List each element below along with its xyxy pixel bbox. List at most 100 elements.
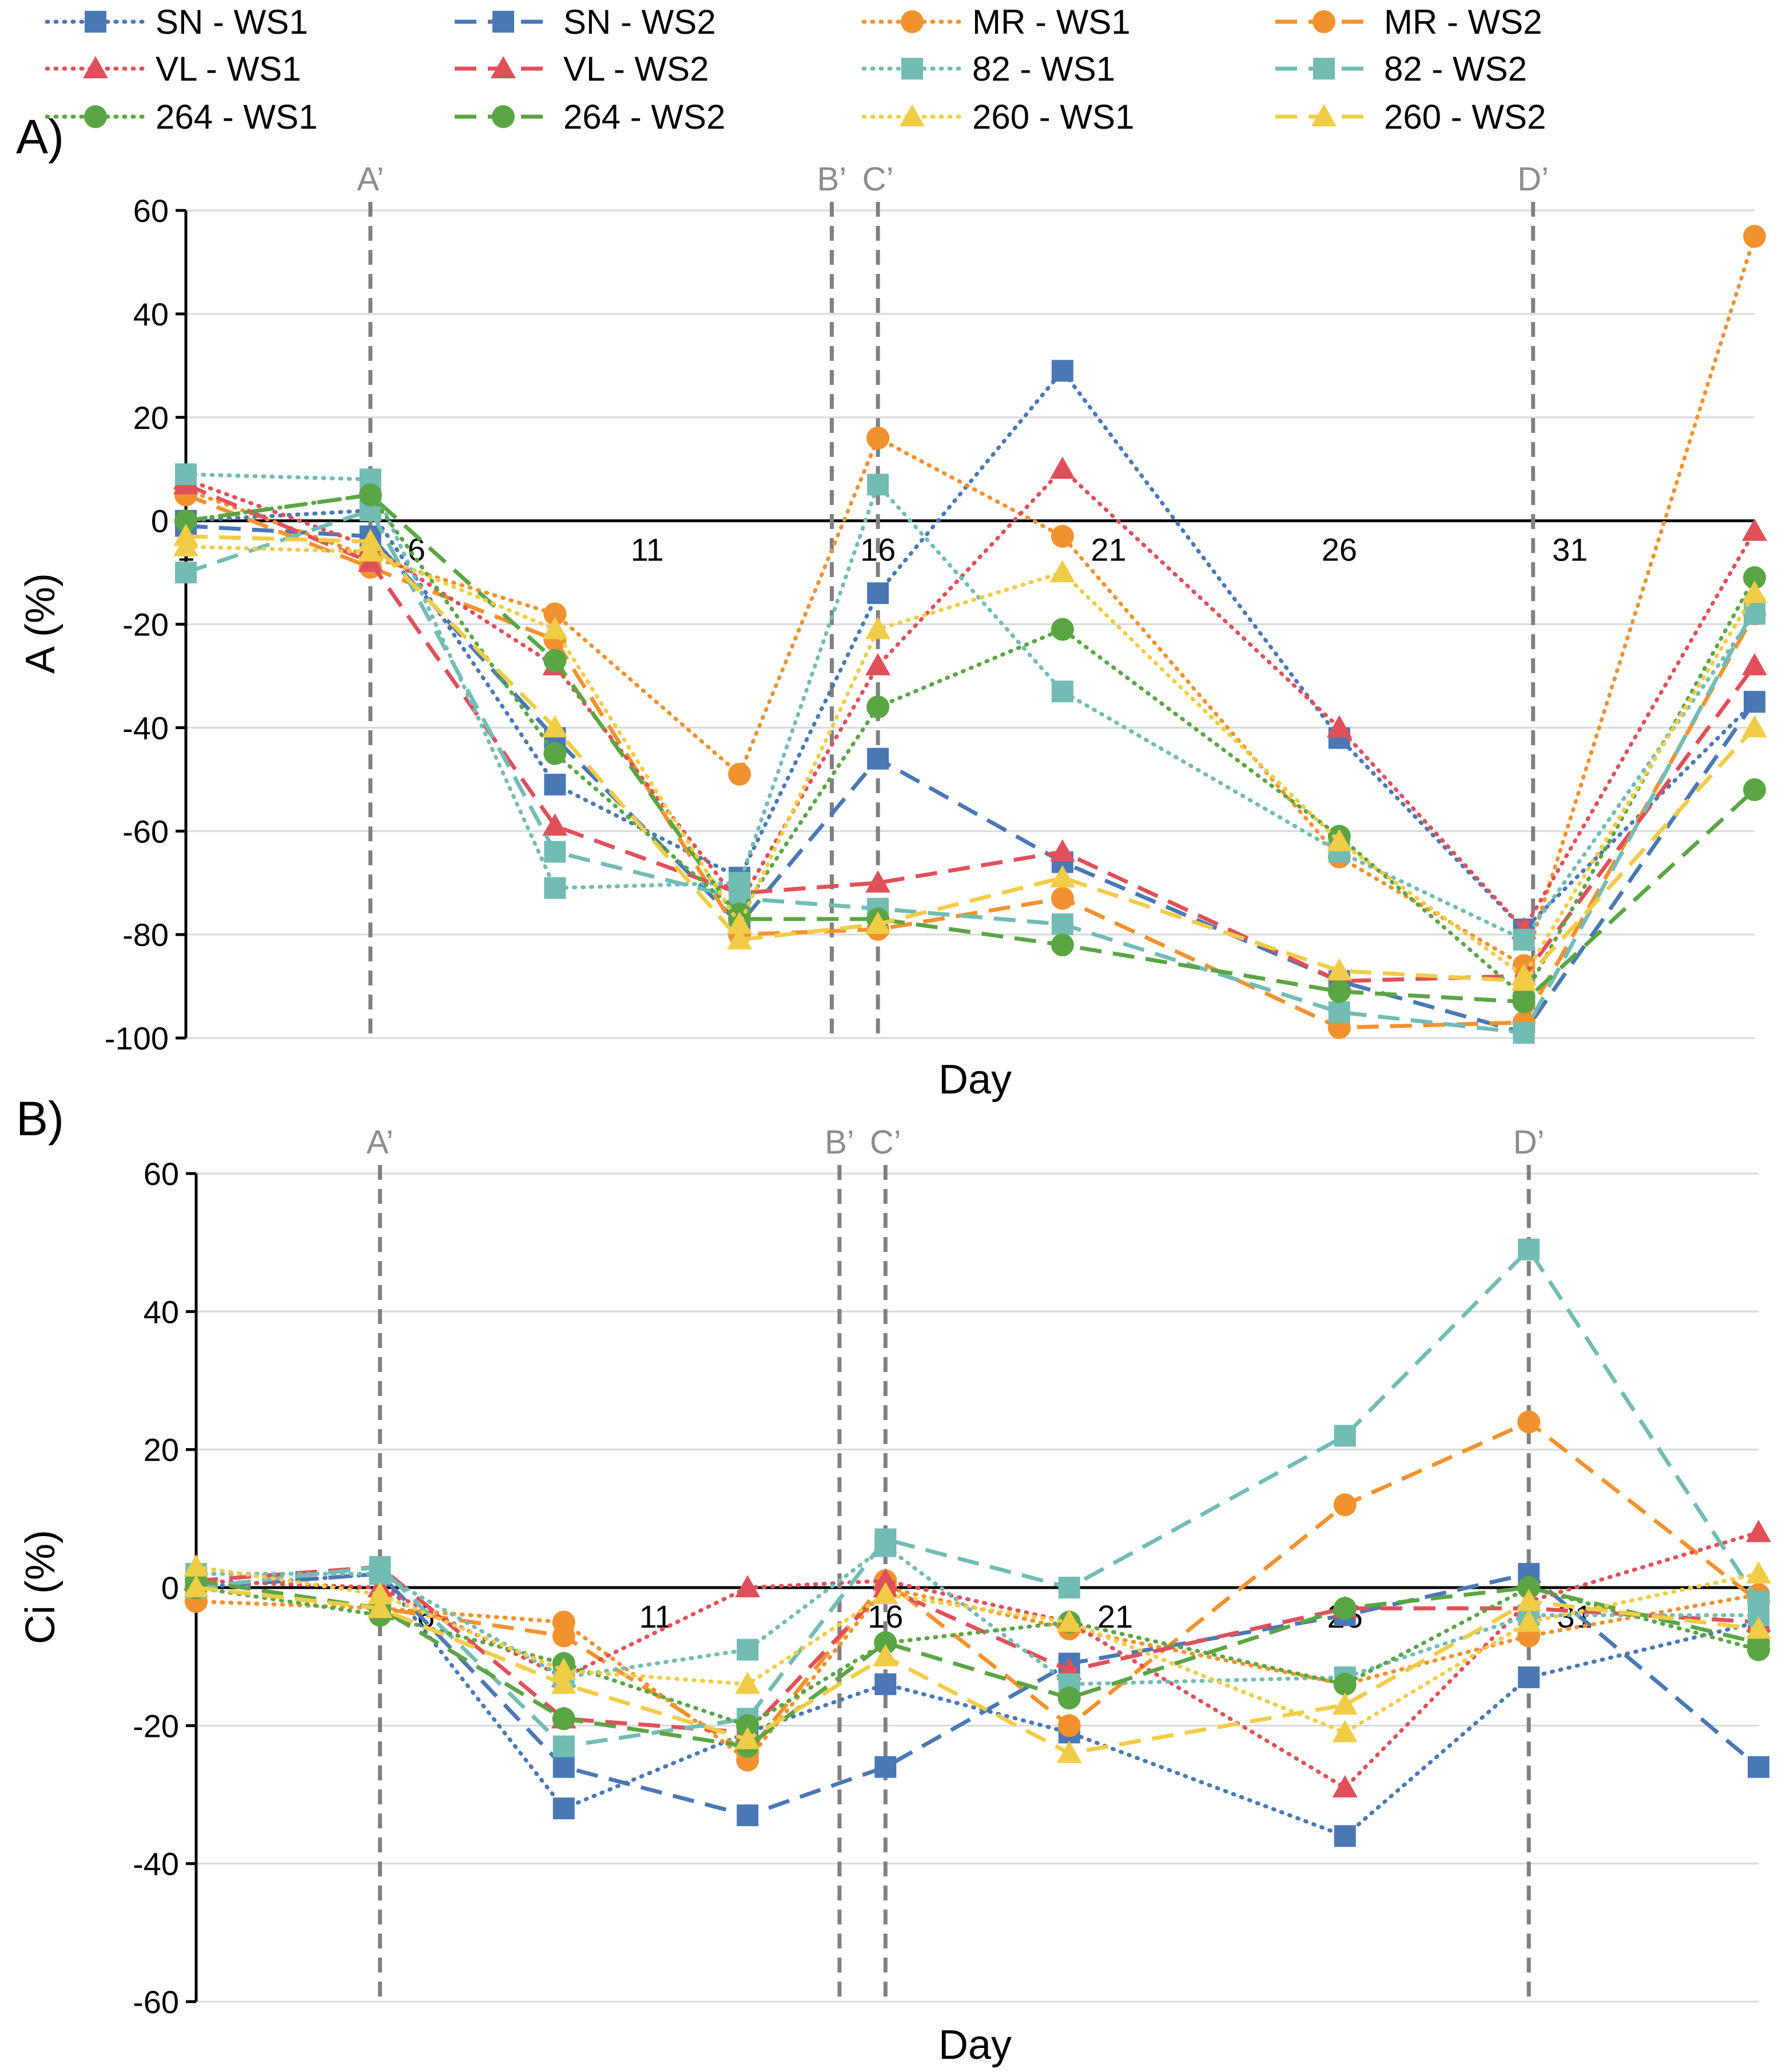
series-mr-ws1 [174,225,1766,977]
y-tick-label: -60 [122,813,169,849]
data-point [866,695,890,719]
data-point [1511,968,1537,991]
legend-label: 260 - WS1 [972,98,1134,136]
data-point [1518,1238,1540,1260]
data-point [543,602,567,626]
legend-label: SN - WS1 [156,3,308,41]
data-point [873,1644,898,1667]
legend-entry-mr-ws1: MR - WS1 [861,3,1131,41]
series-line [184,367,1757,933]
series-line [184,472,1757,942]
data-point [552,1797,575,1820]
legend-label: 82 - WS1 [972,50,1115,88]
legend-entry-vl-ws2: VL - WS2 [455,50,709,88]
x-axis-title: Day [938,1057,1012,1103]
data-point [367,1596,393,1618]
y-tick-label: -40 [133,1846,179,1882]
data-point [1743,778,1766,801]
legend-entry-260-ws2: 260 - WS2 [1275,98,1546,136]
data-point [1333,1597,1357,1620]
data-point [1051,524,1074,548]
series-line [196,1246,1760,1749]
y-tick-label: -80 [122,917,169,953]
data-point [552,1735,575,1757]
data-point [1748,1590,1769,1613]
series-line [194,1585,1761,1763]
data-point [1332,1720,1358,1743]
data-point [865,617,891,639]
data-point [728,762,751,786]
data-point [551,1671,576,1694]
legend-marker [83,56,108,78]
series-vl-ws1 [173,456,1767,940]
legend-marker [1313,58,1335,79]
series-260-ws2 [184,1575,1771,1763]
y-tick-label: 20 [144,1432,179,1468]
data-point [1516,1609,1542,1632]
y-tick-label: 40 [133,296,169,332]
data-point [867,747,889,770]
data-point [865,653,891,675]
legend-entry-82-ws2: 82 - WS2 [1275,50,1527,88]
data-point [874,1756,897,1778]
legend-label: VL - WS2 [563,50,709,88]
data-point [357,528,383,551]
data-point [874,1631,897,1655]
data-point [1051,913,1073,936]
x-axis-title: Day [938,2022,1012,2068]
data-point [1743,566,1766,590]
data-point [1056,1740,1082,1763]
legend-label: 264 - WS2 [563,98,725,136]
legend-entry-82-ws1: 82 - WS1 [861,50,1115,88]
data-point [1056,1609,1082,1632]
series-line [194,1572,1761,1839]
y-tick-label: -20 [122,607,169,643]
y-axis-title: A (%) [18,573,63,674]
data-point [544,841,566,863]
data-point [552,1624,575,1648]
legend-label: 264 - WS1 [156,98,317,136]
series-line [185,492,1756,1004]
x-tick-label: 31 [1552,532,1588,568]
event-label: B’ [825,1124,854,1161]
data-point [737,1804,759,1827]
data-point [1334,1825,1356,1847]
panel-label: A) [16,110,64,164]
data-point [1516,1589,1542,1612]
series-sn-ws1 [175,360,1765,941]
data-point [1326,715,1352,738]
data-point [873,1582,898,1605]
data-point [1049,865,1075,888]
event-label: B’ [817,161,847,198]
legend-entry-260-ws1: 260 - WS1 [861,98,1134,136]
panel-a-chart: 6040200-20-40-60-80-100161116212631A’B’C… [16,110,1767,1103]
x-tick-label: 11 [639,1598,672,1634]
y-tick-label: -40 [122,710,169,746]
legend-label: MR - WS2 [1384,3,1542,41]
legend-marker [84,105,107,128]
data-point [543,649,567,672]
legend-entry-sn-ws1: SN - WS1 [45,3,308,41]
data-point [874,1528,897,1550]
data-point [1333,1493,1357,1517]
series-line [196,1572,1760,1818]
legend-marker [492,11,514,33]
data-point [1328,1001,1350,1023]
series-line [184,234,1757,969]
legend-entry-vl-ws1: VL - WS1 [45,50,301,88]
data-point [1326,958,1352,981]
data-point [1057,1714,1081,1737]
data-point [735,1575,761,1597]
data-point [1333,1672,1357,1696]
legend-marker [1311,104,1337,126]
data-point [867,582,889,605]
legend: SN - WS1 SN - WS2 MR - WS1 MR - WS2 VL - WS1… [45,3,1546,136]
legend-label: 82 - WS2 [1384,50,1527,88]
event-label: C’ [862,161,894,198]
series-line [196,1578,1759,1749]
series-line [184,544,1757,979]
data-point [1051,681,1073,703]
x-tick-label: 21 [1091,532,1126,568]
data-point [1058,1577,1080,1598]
